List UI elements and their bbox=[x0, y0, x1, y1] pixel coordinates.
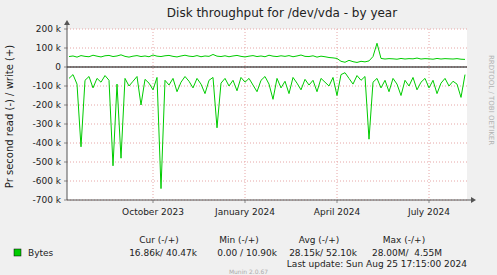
tick-label: July 2024 bbox=[407, 207, 450, 217]
tick-label: -600 k bbox=[33, 176, 62, 186]
x-axis bbox=[67, 200, 471, 201]
data-group bbox=[69, 43, 465, 188]
background bbox=[0, 0, 497, 275]
x-axis-arrow bbox=[471, 197, 476, 203]
grid-line bbox=[67, 105, 467, 106]
tick-label: -500 k bbox=[33, 157, 62, 167]
legend-header: Min (-/+) bbox=[219, 235, 259, 245]
grid-line bbox=[67, 124, 467, 125]
legend-swatch bbox=[14, 249, 21, 256]
grid-line bbox=[337, 29, 338, 200]
tick-label: 100 k bbox=[36, 43, 62, 53]
zero-line bbox=[67, 67, 467, 68]
chart: Disk throughput for /dev/vda - by year -7… bbox=[0, 0, 497, 275]
legend-value: 16.86k/ 40.47k bbox=[129, 248, 198, 258]
tick-label: -700 k bbox=[33, 195, 62, 205]
watermark: RRDTOOL / TOBI OETIKER bbox=[487, 55, 495, 145]
grid-line bbox=[67, 67, 467, 68]
grid-line bbox=[67, 181, 467, 182]
tick-label: 0 bbox=[55, 62, 61, 72]
grid-line bbox=[429, 29, 430, 200]
legend-value: 28.15k/ 52.10k bbox=[289, 248, 358, 258]
legend-header: Cur (-/+) bbox=[139, 235, 178, 245]
legend-value: 0.00 / 10.90k bbox=[217, 248, 278, 258]
tick-label: -300 k bbox=[33, 119, 62, 129]
grid-line bbox=[67, 48, 467, 49]
y-axis bbox=[67, 25, 68, 200]
plot-area bbox=[67, 29, 467, 200]
series-line bbox=[69, 73, 465, 189]
title: Disk throughput for /dev/vda - by year bbox=[167, 6, 397, 20]
legend-header: Avg (-/+) bbox=[299, 235, 339, 245]
tick-label: 200 k bbox=[36, 24, 62, 34]
legend-label: Bytes bbox=[28, 248, 54, 258]
tick-label: January 2024 bbox=[214, 207, 275, 217]
grid-line bbox=[245, 29, 246, 200]
footer: Last update: Sun Aug 25 17:15:00 2024 bbox=[287, 259, 467, 269]
tick-label: -100 k bbox=[33, 81, 62, 91]
tick-label: -200 k bbox=[33, 100, 62, 110]
tick-label: April 2024 bbox=[314, 207, 361, 217]
credit: Munin 2.0.67 bbox=[229, 268, 268, 275]
series-line bbox=[69, 43, 465, 62]
y-axis-arrow bbox=[64, 20, 70, 25]
grid-line bbox=[67, 86, 467, 87]
grid-line bbox=[67, 29, 467, 30]
legend-header: Max (-/+) bbox=[383, 235, 425, 245]
grid-line bbox=[67, 143, 467, 144]
y-axis-label: Pr second read (-) / write (+) bbox=[4, 45, 15, 188]
tick-label: -400 k bbox=[33, 138, 62, 148]
grid-line bbox=[67, 162, 467, 163]
legend-value: 28.00M/ 4.55M bbox=[372, 248, 442, 258]
tick-label: October 2023 bbox=[122, 207, 184, 217]
